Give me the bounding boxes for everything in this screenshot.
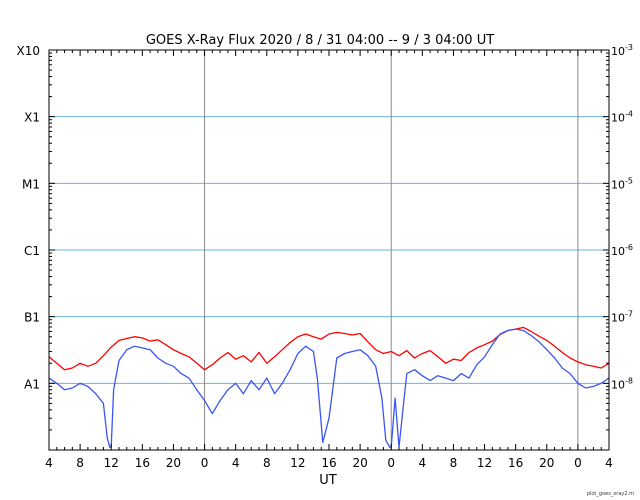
left-axis-class-label: X10 (17, 44, 41, 58)
x-tick-label: 4 (419, 456, 427, 470)
right-axis-power-label: 10-4 (611, 110, 633, 125)
right-axis-power-label: 10-5 (611, 176, 633, 191)
x-tick-label: 8 (450, 456, 458, 470)
plot-credit: plot_goes_xray2.m (586, 491, 634, 497)
x-tick-label: 8 (263, 456, 271, 470)
right-axis-power-label: 10-3 (611, 43, 633, 58)
x-tick-label: 16 (135, 456, 150, 470)
x-tick-label: 8 (76, 456, 84, 470)
series-line-2 (48, 328, 610, 448)
left-axis-class-label: C1 (24, 244, 40, 258)
x-axis-label: UT (319, 473, 337, 488)
grid-layer (49, 50, 609, 450)
series-line-1 (48, 326, 610, 371)
x-tick-label: 0 (201, 456, 209, 470)
left-axis-class-label: X1 (24, 111, 40, 125)
x-tick-label: 16 (321, 456, 336, 470)
x-tick-label: 4 (605, 456, 613, 470)
x-tick-label: 12 (477, 456, 492, 470)
x-tick-label: 0 (387, 456, 395, 470)
x-tick-label: 20 (166, 456, 181, 470)
chart-title: GOES X-Ray Flux 2020 / 8 / 31 04:00 -- 9… (146, 33, 494, 48)
x-tick-label: 20 (352, 456, 367, 470)
x-tick-label: 20 (539, 456, 554, 470)
x-tick-label: 12 (104, 456, 119, 470)
left-axis-class-label: A1 (24, 377, 40, 391)
x-tick-label: 16 (508, 456, 523, 470)
x-tick-label: 4 (45, 456, 53, 470)
right-axis-power-label: 10-6 (611, 243, 633, 258)
x-tick-label: 0 (574, 456, 582, 470)
right-axis-power-label: 10-7 (611, 310, 633, 325)
x-tick-label: 4 (232, 456, 240, 470)
right-axis-power-label: 10-8 (611, 376, 633, 391)
series-layer (48, 326, 610, 448)
left-axis-class-label: B1 (24, 311, 40, 325)
x-tick-label: 12 (290, 456, 305, 470)
ticks-layer (48, 50, 610, 451)
left-axis-class-label: M1 (22, 177, 40, 191)
labels-layer: 4 8 12 16 20 0 4 8 12 16 20 0 4 8 12 16 20 0 4 A1 B1 C1 M1 X1 X1… (17, 43, 633, 470)
